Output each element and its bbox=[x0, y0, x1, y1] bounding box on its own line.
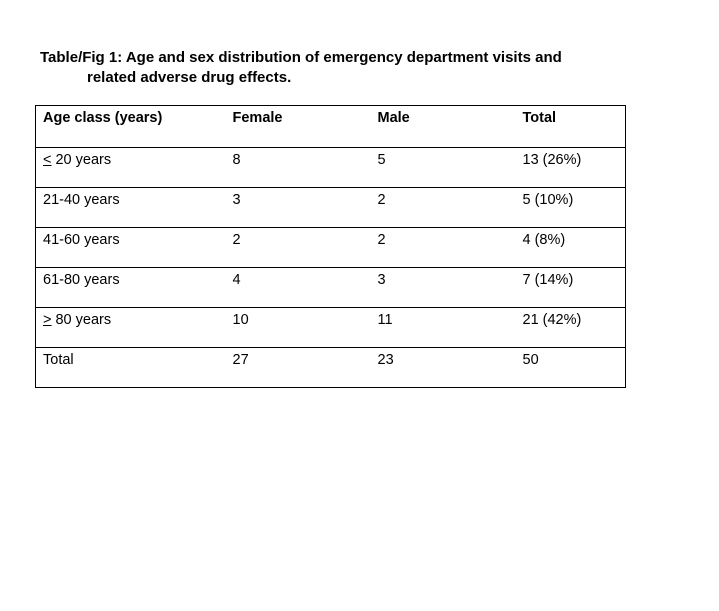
table-row: 61-80 years 4 3 7 (14%) bbox=[35, 268, 626, 308]
female-cell: 2 bbox=[232, 232, 241, 248]
female-cell: 8 bbox=[232, 152, 241, 168]
table-row: < 20 years 8 5 13 (26%) bbox=[35, 148, 626, 188]
female-total-cell: 27 bbox=[232, 352, 249, 368]
lte-symbol: < bbox=[43, 152, 52, 168]
male-cell: 3 bbox=[377, 272, 386, 288]
female-cell: 10 bbox=[232, 312, 249, 328]
age-class-label: 41-60 years bbox=[43, 232, 120, 248]
age-class-cell: Total bbox=[36, 348, 226, 388]
total-cell: 5 (10%) bbox=[522, 192, 574, 208]
table-caption: Table/Fig 1: Age and sex distribution of… bbox=[40, 48, 640, 88]
age-class-cell: > 80 years bbox=[36, 308, 226, 348]
table-row: > 80 years 10 11 21 (42%) bbox=[35, 308, 626, 348]
gte-symbol: > bbox=[43, 312, 52, 328]
female-cell: 3 bbox=[232, 192, 241, 208]
total-cell: 4 (8%) bbox=[522, 232, 566, 248]
age-class-label: 61-80 years bbox=[43, 272, 120, 288]
column-header-total: Total bbox=[522, 110, 557, 126]
table-header-row: Age class (years) Female Male Total bbox=[35, 106, 626, 148]
grand-total-cell: 50 bbox=[522, 352, 539, 368]
age-class-cell: 41-60 years bbox=[36, 228, 226, 268]
age-class-cell: < 20 years bbox=[36, 148, 226, 188]
column-header-male: Male bbox=[377, 110, 410, 126]
female-cell: 4 bbox=[232, 272, 241, 288]
caption-line-2: related adverse drug effects. bbox=[87, 69, 292, 86]
male-cell: 5 bbox=[377, 152, 386, 168]
age-class-label: Total bbox=[43, 352, 74, 368]
column-header-female: Female bbox=[232, 110, 283, 126]
column-header-age-class: Age class (years) bbox=[43, 110, 163, 126]
male-cell: 2 bbox=[377, 232, 386, 248]
total-cell: 7 (14%) bbox=[522, 272, 574, 288]
total-cell: 21 (42%) bbox=[522, 312, 582, 328]
total-cell: 13 (26%) bbox=[522, 152, 582, 168]
age-class-label: 80 years bbox=[51, 312, 112, 328]
age-sex-distribution-table: Age class (years) Female Male Total < 20… bbox=[35, 105, 626, 388]
male-total-cell: 23 bbox=[377, 352, 394, 368]
age-class-cell: 21-40 years bbox=[36, 188, 226, 228]
table-total-row: Total 27 23 50 bbox=[35, 348, 626, 388]
table-row: 41-60 years 2 2 4 (8%) bbox=[35, 228, 626, 268]
age-class-cell: 61-80 years bbox=[36, 268, 226, 308]
male-cell: 2 bbox=[377, 192, 386, 208]
age-class-label: 21-40 years bbox=[43, 192, 120, 208]
table-row: 21-40 years 3 2 5 (10%) bbox=[35, 188, 626, 228]
caption-line-1: Table/Fig 1: Age and sex distribution of… bbox=[40, 49, 562, 66]
age-class-label: 20 years bbox=[51, 152, 112, 168]
male-cell: 11 bbox=[377, 312, 393, 328]
